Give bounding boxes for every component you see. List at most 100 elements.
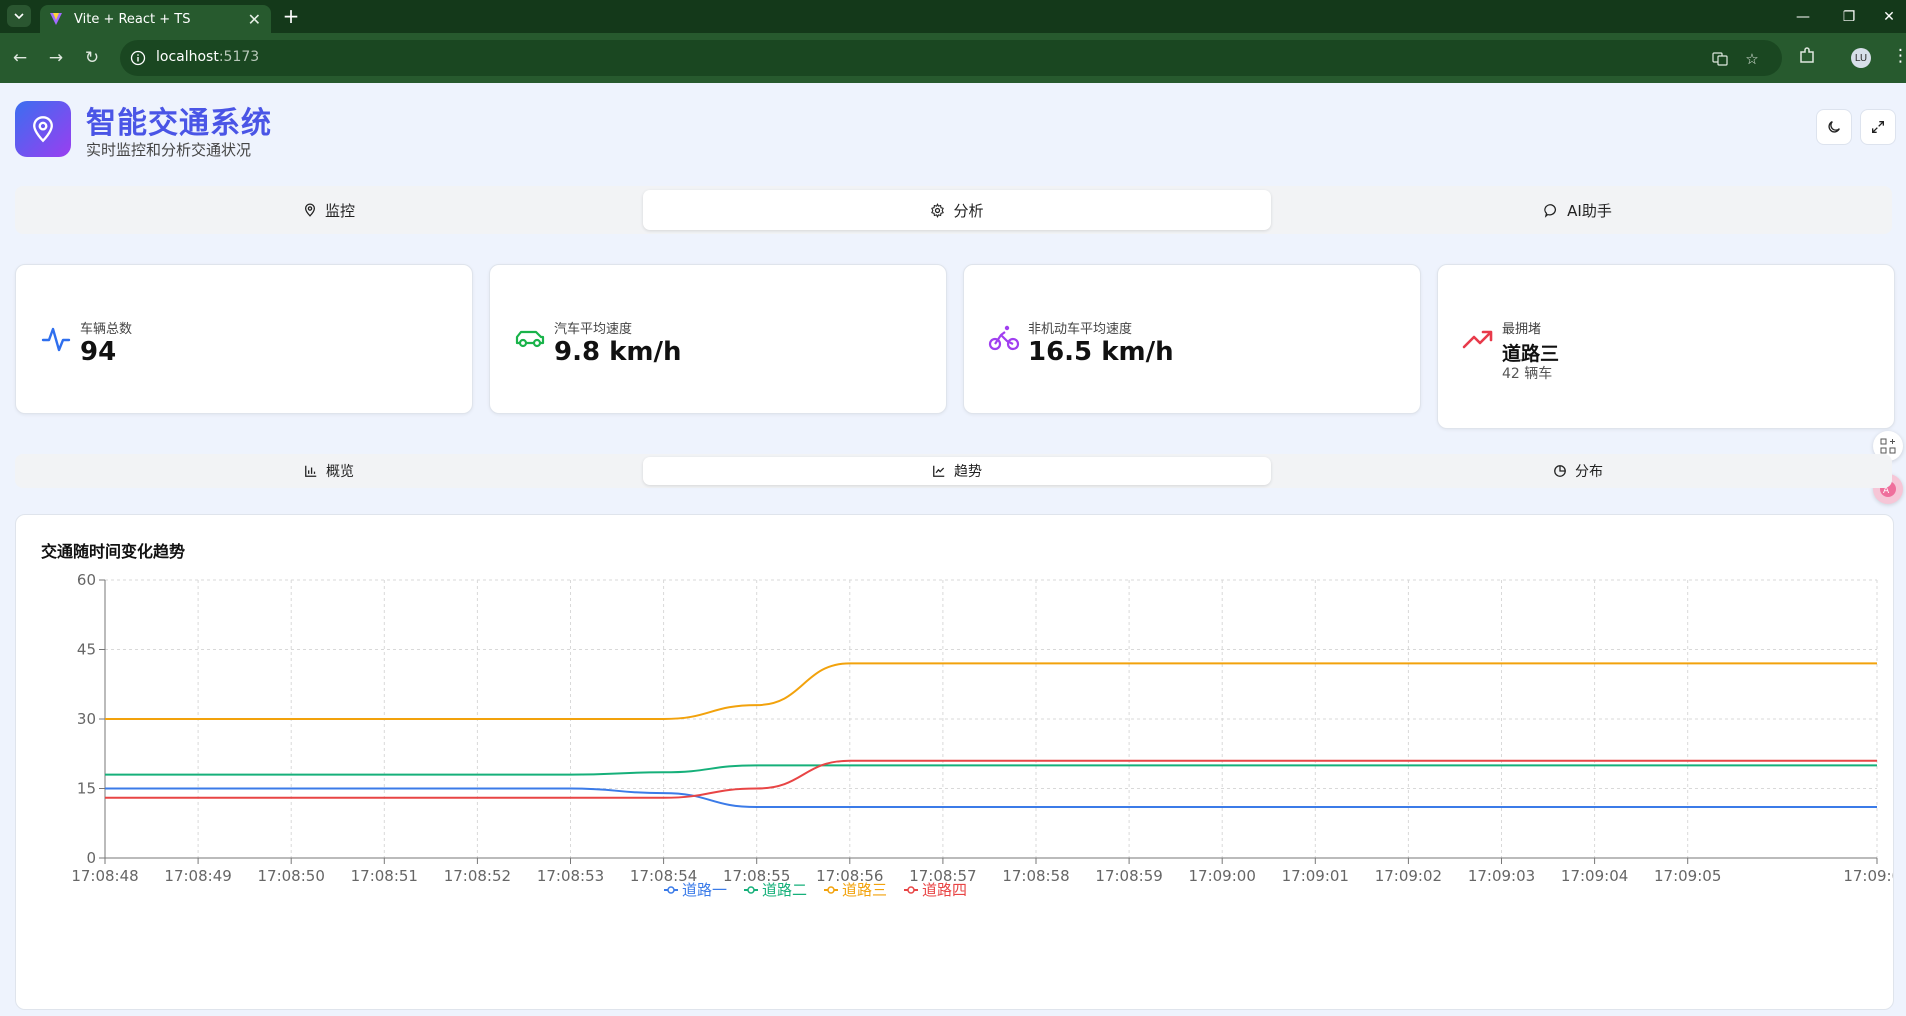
trend-line-chart: 0 15 30 45 60 17:08:48 17:08:49 17:08:50 17:08:5… bbox=[71, 571, 1893, 899]
theme-toggle-button[interactable] bbox=[1816, 109, 1852, 145]
app-logo bbox=[15, 101, 71, 157]
svg-text:A: A bbox=[1883, 486, 1890, 496]
app-subtitle: 实时监控和分析交通状况 bbox=[86, 141, 252, 159]
y-tick-label: 60 bbox=[77, 571, 96, 589]
series-line-3 bbox=[105, 662, 1877, 720]
y-tick-label: 15 bbox=[77, 780, 96, 798]
x-tick-label: 17:09:03 bbox=[1468, 867, 1535, 885]
reload-button[interactable]: ↻ bbox=[84, 48, 100, 68]
x-tick-label: 17:08:50 bbox=[258, 867, 325, 885]
tab-overview[interactable]: 概览 bbox=[15, 457, 643, 485]
site-info-icon[interactable] bbox=[130, 50, 146, 66]
stat-label: 非机动车平均速度 bbox=[1028, 322, 1133, 337]
x-tick-label: 17:08:51 bbox=[351, 867, 418, 885]
maximize-icon bbox=[1872, 121, 1884, 133]
tab-ai-assistant[interactable]: AI助手 bbox=[1264, 190, 1892, 230]
main-tabs: 监控 分析 AI助手 bbox=[15, 186, 1892, 234]
pie-chart-icon bbox=[1554, 465, 1566, 477]
forward-button[interactable]: → bbox=[48, 48, 64, 68]
stat-card-most-congested: 最拥堵 道路三 42 辆车 bbox=[1437, 264, 1895, 429]
x-tick-label: 17:08:49 bbox=[164, 867, 231, 885]
tab-distribution[interactable]: 分布 bbox=[1264, 457, 1892, 485]
series-line-4 bbox=[104, 759, 1877, 799]
y-tick-label: 30 bbox=[77, 710, 96, 728]
grid-add-icon bbox=[1880, 438, 1896, 454]
series-line-2 bbox=[105, 764, 1877, 776]
url-omnibox[interactable]: localhost:5173 ☆ bbox=[120, 40, 1782, 76]
x-tick-label: 17:09:07 bbox=[1843, 867, 1893, 885]
x-tick-label: 17:08:52 bbox=[444, 867, 511, 885]
address-bar: ← → ↻ localhost:5173 ☆ LU ⋮ bbox=[0, 33, 1906, 83]
chat-icon bbox=[1544, 203, 1557, 218]
activity-icon bbox=[41, 327, 71, 352]
new-tab-button[interactable]: + bbox=[282, 4, 300, 28]
x-tick-label: 17:09:02 bbox=[1375, 867, 1442, 885]
map-pin-icon bbox=[304, 203, 316, 217]
car-icon bbox=[515, 330, 545, 348]
bar-chart-icon bbox=[305, 465, 317, 477]
y-tick-label: 0 bbox=[86, 849, 96, 867]
app-root: 智能交通系统 实时监控和分析交通状况 监控 分析 AI助手 车辆总数 94 汽车… bbox=[0, 83, 1906, 1016]
translate-icon[interactable] bbox=[1710, 49, 1730, 69]
legend-swatch-marker bbox=[747, 886, 755, 894]
x-tick-label: 17:09:00 bbox=[1189, 867, 1256, 885]
tab-analysis[interactable]: 分析 bbox=[643, 190, 1271, 230]
tab-search-button[interactable] bbox=[7, 5, 31, 27]
chart-title: 交通随时间变化趋势 bbox=[41, 542, 186, 561]
stat-label: 车辆总数 bbox=[80, 322, 133, 337]
minimize-button[interactable]: — bbox=[1796, 8, 1810, 25]
bike-icon bbox=[988, 325, 1020, 351]
x-tick-label: 17:08:53 bbox=[537, 867, 604, 885]
series-line-1 bbox=[105, 787, 1877, 809]
browser-menu-icon[interactable]: ⋮ bbox=[1892, 46, 1906, 66]
tab-monitor[interactable]: 监控 bbox=[15, 190, 643, 230]
line-chart-icon bbox=[933, 465, 945, 477]
y-tick-label: 45 bbox=[77, 641, 96, 659]
x-tick-label: 17:08:54 bbox=[630, 867, 697, 885]
x-tick-label: 17:08:57 bbox=[909, 867, 976, 885]
legend-item-label: 道路一 bbox=[682, 881, 727, 899]
trending-up-icon bbox=[1462, 330, 1493, 349]
x-tick-label: 17:09:01 bbox=[1282, 867, 1349, 885]
browser-tab-title: Vite + React + TS bbox=[74, 11, 191, 27]
stat-sub: 42 辆车 bbox=[1502, 366, 1553, 382]
x-tick-label: 17:08:59 bbox=[1095, 867, 1162, 885]
x-tick-label: 17:08:48 bbox=[71, 867, 138, 885]
stat-value: 道路三 bbox=[1502, 343, 1560, 365]
stat-value: 9.8 km/h bbox=[554, 337, 682, 367]
stat-card-total-vehicles: 车辆总数 94 bbox=[15, 264, 473, 414]
moon-icon bbox=[1828, 121, 1840, 133]
stat-card-bike-speed: 非机动车平均速度 16.5 km/h bbox=[963, 264, 1421, 414]
vite-favicon-icon bbox=[48, 11, 64, 27]
legend-item-label: 道路三 bbox=[842, 881, 887, 899]
legend-item-label: 道路四 bbox=[922, 881, 967, 899]
tab-trend[interactable]: 趋势 bbox=[643, 457, 1271, 485]
close-tab-icon[interactable]: ✕ bbox=[247, 9, 261, 29]
stat-value: 94 bbox=[80, 337, 117, 367]
bookmark-star-icon[interactable]: ☆ bbox=[1745, 50, 1759, 68]
app-title: 智能交通系统 bbox=[86, 106, 272, 141]
map-pin-icon bbox=[33, 116, 53, 143]
url-text: localhost:5173 bbox=[156, 49, 260, 65]
x-tick-label: 17:08:55 bbox=[723, 867, 790, 885]
legend-item-label: 道路二 bbox=[762, 881, 807, 899]
extensions-icon[interactable] bbox=[1797, 46, 1817, 66]
close-window-button[interactable]: ✕ bbox=[1883, 8, 1895, 25]
browser-tab-strip: Vite + React + TS ✕ + — ❐ ✕ bbox=[0, 0, 1906, 33]
x-tick-label: 17:09:05 bbox=[1654, 867, 1721, 885]
stat-label: 汽车平均速度 bbox=[554, 322, 633, 337]
fullscreen-button[interactable] bbox=[1860, 109, 1896, 145]
restore-button[interactable]: ❐ bbox=[1842, 8, 1856, 25]
x-tick-label: 17:09:04 bbox=[1561, 867, 1628, 885]
profile-avatar[interactable]: LU bbox=[1851, 48, 1871, 68]
stat-value: 16.5 km/h bbox=[1028, 337, 1174, 367]
legend-swatch-marker bbox=[907, 886, 915, 894]
stat-label: 最拥堵 bbox=[1502, 322, 1542, 337]
stat-card-car-speed: 汽车平均速度 9.8 km/h bbox=[489, 264, 947, 414]
legend-swatch-marker bbox=[827, 886, 835, 894]
back-button[interactable]: ← bbox=[12, 48, 28, 68]
gear-icon bbox=[931, 202, 945, 218]
browser-tab[interactable]: Vite + React + TS ✕ bbox=[40, 5, 271, 33]
x-tick-label: 17:08:58 bbox=[1002, 867, 1069, 885]
analysis-sub-tabs: 概览 趋势 分布 bbox=[15, 454, 1892, 488]
